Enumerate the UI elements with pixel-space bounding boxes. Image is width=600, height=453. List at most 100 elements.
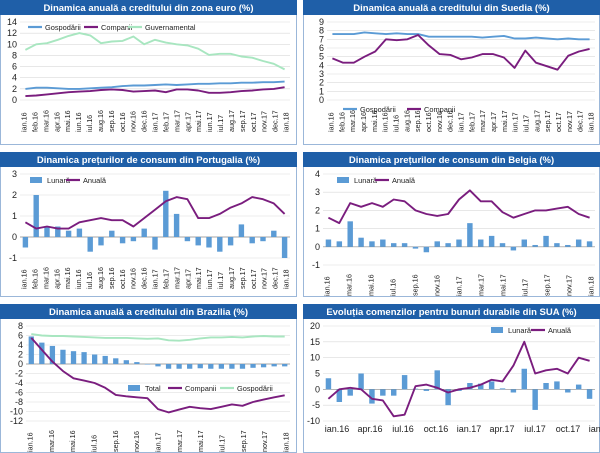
bar-total bbox=[113, 358, 119, 364]
x-tick-label: mai.17 bbox=[194, 110, 203, 132]
y-tick-label: 2 bbox=[12, 190, 17, 200]
bar-lunară bbox=[119, 237, 126, 244]
bar-lunară bbox=[532, 244, 538, 247]
panel-title-bar bbox=[0, 0, 297, 15]
x-tick-label: apr.16 bbox=[52, 112, 61, 132]
bar-lunară bbox=[445, 243, 451, 247]
y-tick-label: 8 bbox=[12, 50, 17, 60]
x-tick-label: apr.16 bbox=[52, 269, 61, 289]
x-tick-label: ian.18 bbox=[589, 424, 600, 434]
x-tick-label: iun.16 bbox=[74, 269, 83, 289]
x-tick-label: ian.16 bbox=[20, 112, 29, 132]
x-tick-label: ian.18 bbox=[587, 112, 596, 132]
x-tick-label: sep.17 bbox=[543, 274, 552, 296]
x-tick-label: ian.16 bbox=[325, 424, 350, 434]
bar-lunară bbox=[184, 237, 191, 242]
bar-lunară bbox=[391, 243, 397, 247]
bar-lunară bbox=[532, 389, 538, 410]
bar-lunară bbox=[33, 195, 39, 237]
bar-lunară bbox=[575, 384, 582, 390]
bar-total bbox=[282, 364, 288, 367]
chart-title: Dinamica anuală a creditului din Suedia … bbox=[353, 3, 549, 14]
y-tick-label: 3 bbox=[12, 169, 17, 179]
bar-lunară bbox=[347, 221, 353, 247]
bar-lunară bbox=[554, 381, 560, 390]
y-tick-label: -8 bbox=[15, 397, 23, 407]
bar-lunară bbox=[98, 237, 104, 246]
x-tick-label: dec.16 bbox=[446, 110, 455, 132]
y-tick-label: 2 bbox=[315, 205, 320, 215]
y-tick-label: 6 bbox=[319, 43, 324, 53]
bar-total bbox=[70, 351, 77, 364]
x-tick-label: ian.18 bbox=[282, 432, 291, 452]
x-tick-label: iul.16 bbox=[90, 435, 99, 452]
bar-lunară bbox=[130, 237, 137, 242]
bar-lunară bbox=[44, 226, 50, 237]
x-tick-label: mar.16 bbox=[345, 274, 354, 296]
y-tick-label: 20 bbox=[310, 321, 320, 331]
bar-lunară bbox=[173, 213, 180, 237]
legend-label: Lunară bbox=[354, 176, 378, 185]
bar-lunară bbox=[325, 378, 332, 390]
x-tick-label: iul.16 bbox=[392, 115, 401, 132]
bar-lunară bbox=[281, 237, 288, 258]
bar-total bbox=[250, 364, 256, 368]
bar-lunară bbox=[206, 237, 212, 248]
x-tick-label: nov.17 bbox=[565, 111, 574, 132]
x-tick-label: oct.16 bbox=[118, 269, 127, 289]
x-tick-label: iul.16 bbox=[392, 424, 414, 434]
bar-total bbox=[218, 364, 224, 369]
x-tick-label: ian.16 bbox=[26, 432, 35, 452]
y-tick-label: 5 bbox=[315, 369, 320, 379]
x-tick-label: iul.17 bbox=[218, 435, 227, 452]
y-tick-label: 10 bbox=[310, 353, 320, 363]
x-tick-label: ian.18 bbox=[282, 112, 291, 132]
bar-lunară bbox=[76, 228, 83, 237]
bar-lunară bbox=[478, 383, 484, 390]
bar-lunară bbox=[521, 239, 527, 247]
x-tick-label: aug.17 bbox=[227, 267, 236, 289]
bar-lunară bbox=[510, 246, 517, 251]
y-tick-label: 1 bbox=[319, 86, 324, 96]
y-tick-label: 4 bbox=[12, 73, 17, 83]
panel-frame bbox=[0, 304, 297, 453]
y-tick-label: 6 bbox=[18, 331, 23, 341]
bar-lunară bbox=[401, 243, 408, 247]
x-tick-label: iul.16 bbox=[85, 272, 94, 289]
y-tick-label: 4 bbox=[315, 169, 320, 179]
bar-lunară bbox=[163, 190, 169, 237]
bar-lunară bbox=[499, 243, 506, 247]
panel-frame bbox=[0, 152, 297, 297]
x-tick-label: feb.16 bbox=[30, 269, 39, 289]
bar-total bbox=[197, 364, 203, 369]
panel-belgium-prices: Dinamica prețurilor de consum din Belgia… bbox=[303, 152, 600, 297]
bar-lunară bbox=[521, 368, 527, 390]
x-tick-label: apr.17 bbox=[489, 424, 514, 434]
bar-total bbox=[134, 362, 140, 364]
y-tick-label: 1 bbox=[315, 224, 320, 234]
x-tick-label: apr.16 bbox=[359, 112, 368, 132]
y-tick-label: 10 bbox=[7, 39, 17, 49]
bar-lunară bbox=[554, 243, 560, 247]
x-tick-label: nov.16 bbox=[435, 111, 444, 132]
y-tick-label: 2 bbox=[12, 84, 17, 94]
x-tick-label: mai.16 bbox=[370, 110, 379, 132]
series-line-companii bbox=[30, 337, 285, 414]
x-tick-label: sep.17 bbox=[238, 267, 247, 289]
y-tick-label: 0 bbox=[12, 95, 17, 105]
x-tick-label: iul.17 bbox=[521, 279, 530, 296]
x-tick-label: iul.16 bbox=[389, 279, 398, 296]
legend-label: Companii bbox=[101, 23, 133, 32]
legend-label: Anuală bbox=[83, 176, 107, 185]
x-tick-label: ian.16 bbox=[323, 276, 332, 296]
bar-lunară bbox=[271, 230, 277, 237]
legend-swatch bbox=[491, 327, 503, 333]
x-tick-label: aug.17 bbox=[532, 110, 541, 132]
x-tick-label: mai.17 bbox=[500, 110, 509, 132]
x-tick-label: iun.17 bbox=[511, 112, 520, 132]
panel-brazil-credit: Dinamica anuală a creditului din Brazili… bbox=[0, 304, 297, 453]
x-tick-label: feb.17 bbox=[161, 112, 170, 132]
bar-lunară bbox=[412, 388, 419, 390]
x-tick-label: dec.16 bbox=[140, 110, 149, 132]
panel-title-bar bbox=[0, 152, 297, 167]
